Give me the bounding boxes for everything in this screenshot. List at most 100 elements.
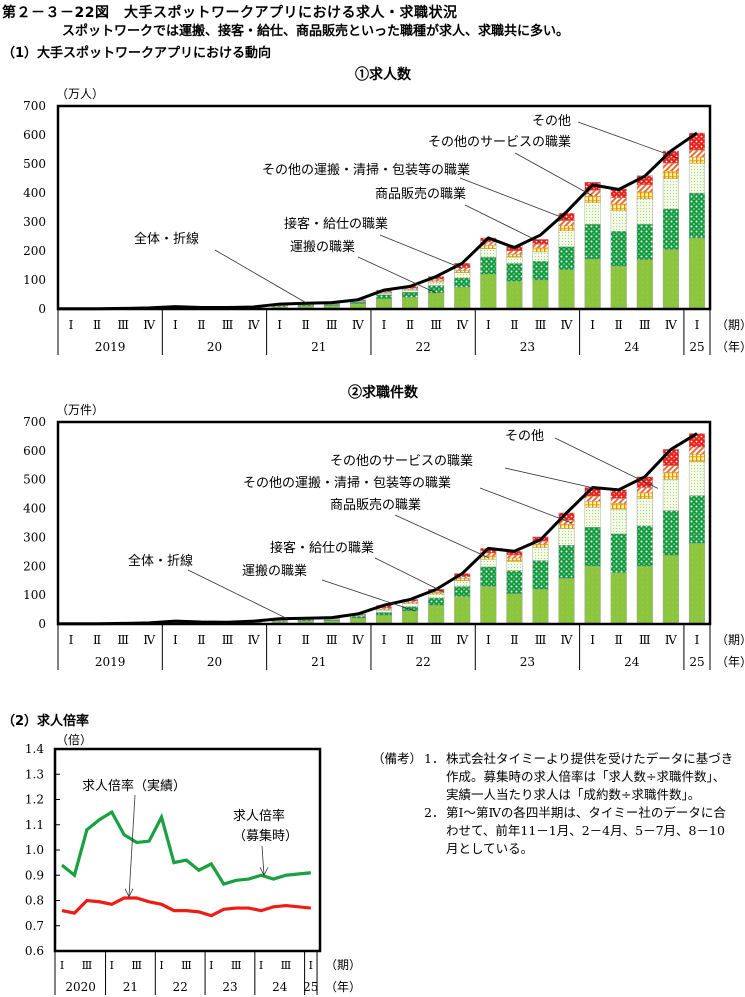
bar-segment-other_service xyxy=(584,495,601,502)
y-tick-label: 100 xyxy=(23,273,46,287)
bar-segment-sales xyxy=(532,547,549,561)
y-tick-label: 400 xyxy=(23,502,46,516)
bar-segment-transport xyxy=(402,610,419,625)
bar-segment-service_customer xyxy=(610,533,627,573)
bar-segment-other_service xyxy=(662,162,679,172)
bar-segment-transport xyxy=(428,292,445,310)
bar-segment-transport xyxy=(506,281,523,310)
bar-segment-other_transport xyxy=(610,503,627,510)
annotation-label: 求人倍率 xyxy=(233,808,285,824)
y-tick-label: 400 xyxy=(23,186,46,200)
bar-segment-other_transport xyxy=(480,244,497,249)
x-year-label: 24 xyxy=(272,980,288,994)
bar-segment-other_transport xyxy=(688,454,705,462)
year-unit: （年） xyxy=(325,980,361,994)
bar-segment-other_service xyxy=(636,184,653,193)
bar-segment-service_customer xyxy=(558,545,575,579)
bar-segment-other_service xyxy=(662,465,679,473)
y-tick-label: 500 xyxy=(23,157,46,171)
bar-segment-service_customer xyxy=(506,263,523,282)
bar-segment-sales xyxy=(402,289,419,293)
annotation-leader xyxy=(374,557,445,593)
y-tick-label: 1.0 xyxy=(25,843,44,857)
x-quarter-label: Ⅲ xyxy=(326,318,338,332)
y-tick-label: 700 xyxy=(23,99,46,113)
section2-heading: （2）求人倍率 xyxy=(2,714,90,729)
bar-segment-other_service xyxy=(558,220,575,226)
x-quarter-label: Ⅲ xyxy=(535,318,547,332)
annotation-leader xyxy=(459,177,567,220)
bar-segment-transport xyxy=(375,298,393,310)
x-year-label: 24 xyxy=(624,655,640,669)
x-quarter-label: Ⅰ xyxy=(69,633,74,647)
note-2: 2． 第Ⅰ～第Ⅳの各四半期は、タイミー社のデータに合わせて、前年11－1月、2－… xyxy=(372,804,736,858)
bar-segment-sales xyxy=(662,479,679,511)
annotation-leader xyxy=(479,487,572,524)
x-year-label: 25 xyxy=(303,980,318,994)
bar-segment-sales xyxy=(584,202,601,225)
x-quarter-label: Ⅳ xyxy=(561,633,574,647)
annotation-label: 接客・給仕の職業 xyxy=(284,216,388,232)
bar-segment-other_transport xyxy=(584,501,601,508)
bar-segment-transport xyxy=(688,542,705,625)
x-quarter-label: Ⅰ xyxy=(173,633,178,647)
annotation-leader xyxy=(504,467,596,489)
bar-segment-other xyxy=(662,449,679,466)
x-quarter-label: Ⅰ xyxy=(695,318,700,332)
annotation-label: 運搬の職業 xyxy=(290,239,355,255)
bar-segment-sales xyxy=(428,281,445,286)
x-quarter-label: Ⅰ xyxy=(695,633,700,647)
annotation-leader xyxy=(514,152,593,197)
x-quarter-label: Ⅳ xyxy=(248,318,261,332)
bar-segment-sales xyxy=(506,561,523,571)
x-quarter-label: Ⅲ xyxy=(117,633,129,647)
bar-segment-other_service xyxy=(688,446,705,455)
bar-segment-other_transport xyxy=(662,472,679,480)
y-axis-unit: （万人） xyxy=(56,87,104,101)
bar-segment-other_transport xyxy=(506,557,523,562)
figure-title: 第２－３－22図 大手スポットワークアプリにおける求人・求職状況 xyxy=(2,5,458,21)
bar-segment-other_service xyxy=(636,487,653,493)
x-quarter-label: Ⅲ xyxy=(181,959,192,972)
x-year-label: 23 xyxy=(222,980,237,994)
annotation-label: その他のサービスの職業 xyxy=(428,134,571,150)
bar-segment-service_customer xyxy=(428,285,445,294)
x-quarter-label: Ⅳ xyxy=(248,633,261,647)
annotation-label: 全体・折線 xyxy=(134,231,199,247)
annotation-leader xyxy=(187,569,288,620)
x-quarter-label: Ⅰ xyxy=(110,959,114,972)
bar-segment-other_transport xyxy=(454,270,471,273)
notes-label: （備考） xyxy=(372,751,423,766)
bar-segment-other_transport xyxy=(428,280,445,283)
y-tick-label: 300 xyxy=(23,530,46,544)
bar-segment-transport xyxy=(636,259,653,310)
plot-frame xyxy=(56,104,712,311)
annotation-leader xyxy=(379,234,463,269)
annotation-label: 求人倍率（実績） xyxy=(82,778,186,794)
x-year-label: 20 xyxy=(207,340,222,354)
annotation-leader xyxy=(394,514,489,558)
note-1: （備考） 1． 株式会社タイミーより提供を受けたデータに基づき作成。募集時の求人… xyxy=(372,750,736,804)
bar-segment-sales xyxy=(662,178,679,210)
bar-segment-transport xyxy=(454,287,471,310)
bar-segment-other_transport xyxy=(402,602,419,605)
x-quarter-label: Ⅱ xyxy=(615,633,623,647)
bar-segment-transport xyxy=(584,566,601,625)
bar-segment-service_customer xyxy=(662,208,679,250)
bar-segment-transport xyxy=(428,605,445,625)
x-quarter-label: Ⅱ xyxy=(197,318,205,332)
annotation-label: 全体・折線 xyxy=(128,553,193,569)
annotation-label: その他の運搬・清掃・包装等の職業 xyxy=(262,162,470,178)
bar-segment-sales xyxy=(375,609,393,613)
y-tick-label: 1.4 xyxy=(25,742,44,756)
bar-segment-transport xyxy=(584,258,601,310)
arrow-icon xyxy=(124,888,134,898)
y-tick-label: 1.1 xyxy=(25,818,44,832)
x-quarter-label: Ⅱ xyxy=(510,318,518,332)
y-tick-label: 500 xyxy=(23,473,46,487)
x-year-label: 22 xyxy=(415,655,430,669)
plot-frame xyxy=(53,747,322,953)
bar-segment-other_transport xyxy=(688,156,705,164)
bar-segment-other_service xyxy=(688,149,705,158)
section1-heading: （1）大手スポットワークアプリにおける動向 xyxy=(2,46,272,61)
